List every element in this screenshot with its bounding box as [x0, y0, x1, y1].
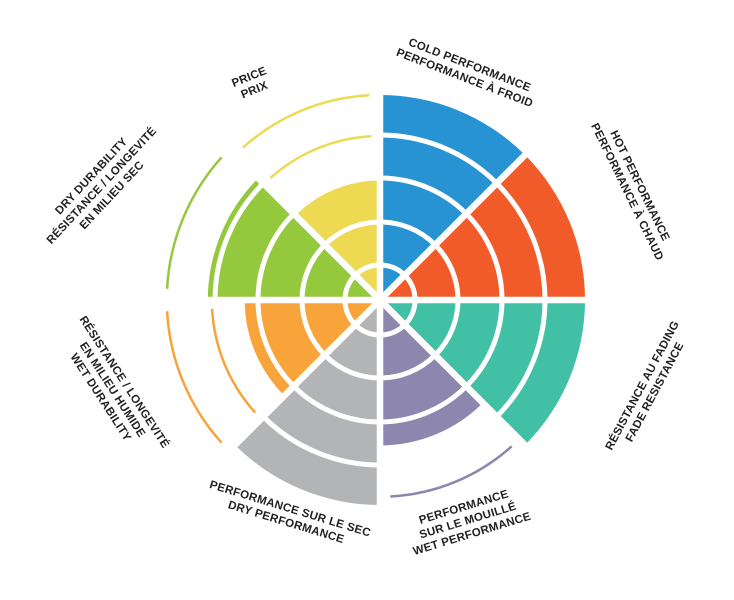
- sector-wedge-cold-performance: [380, 94, 525, 301]
- marker-arc-price: [269, 134, 372, 180]
- marker-arc-price: [241, 94, 370, 149]
- sector-wedge-fade-resistance: [380, 300, 585, 445]
- sector-separator: [377, 142, 538, 303]
- sector-separator: [222, 297, 383, 458]
- sector-wedge-wet-performance: [380, 300, 483, 446]
- marker-arc-wet-performance: [390, 445, 513, 498]
- sector-separator: [377, 297, 538, 458]
- marker-arc-wet-durability: [165, 311, 223, 444]
- sector-wedge-price: [293, 176, 380, 300]
- sector-wedge-dry-performance: [235, 300, 380, 506]
- sector-separator: [222, 142, 383, 303]
- sector-wedge-hot-performance: [380, 155, 585, 300]
- marker-arc-wet-durability: [210, 308, 257, 414]
- sector-wedge-dry-durability: [207, 178, 380, 300]
- marker-arc-dry-durability: [165, 156, 223, 289]
